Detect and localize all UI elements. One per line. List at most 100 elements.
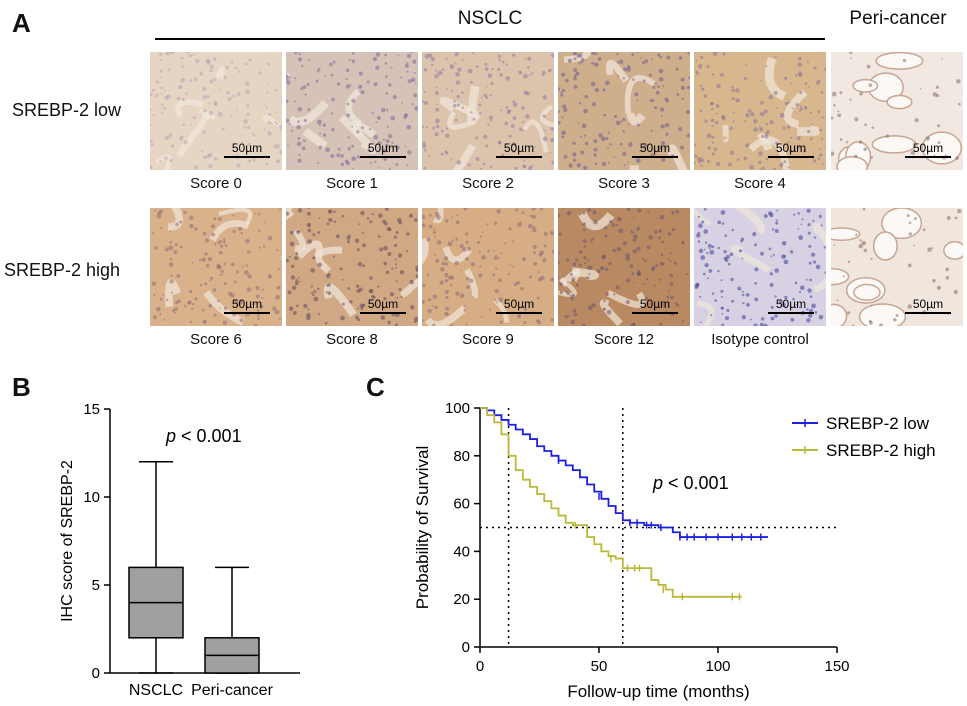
nucleus bbox=[654, 82, 658, 85]
nucleus bbox=[774, 268, 779, 273]
nucleus bbox=[456, 160, 462, 165]
nucleus bbox=[721, 295, 724, 298]
nucleus bbox=[597, 56, 602, 61]
stroma-band bbox=[812, 223, 826, 246]
nucleus bbox=[678, 127, 683, 132]
nucleus bbox=[378, 166, 380, 169]
nucleus bbox=[698, 160, 701, 164]
nucleus bbox=[497, 54, 501, 58]
nucleus bbox=[619, 142, 623, 146]
nucleus bbox=[842, 275, 845, 278]
nucleus bbox=[765, 64, 768, 68]
nucleus bbox=[236, 92, 241, 97]
nucleus bbox=[456, 103, 460, 107]
tissue-texture bbox=[422, 52, 554, 170]
nucleus bbox=[758, 151, 763, 156]
nucleus bbox=[394, 323, 399, 326]
nucleus bbox=[613, 156, 616, 158]
nucleus bbox=[706, 251, 709, 255]
nucleus bbox=[698, 223, 703, 229]
nucleus bbox=[847, 260, 851, 264]
nucleus bbox=[239, 318, 244, 323]
nucleus bbox=[290, 275, 296, 280]
nucleus bbox=[631, 52, 635, 56]
nucleus bbox=[433, 228, 436, 231]
nucleus bbox=[351, 52, 355, 55]
nucleus bbox=[341, 278, 344, 281]
nucleus bbox=[607, 146, 609, 149]
nucleus bbox=[243, 126, 246, 129]
nucleus bbox=[360, 307, 364, 311]
nucleus bbox=[579, 213, 581, 216]
nucleus bbox=[286, 76, 289, 82]
nucleus bbox=[504, 121, 509, 126]
nucleus bbox=[659, 261, 665, 267]
nucleus bbox=[711, 135, 715, 139]
nucleus bbox=[570, 272, 573, 276]
tile-caption: Isotype control bbox=[711, 331, 809, 348]
nucleus bbox=[535, 319, 540, 323]
nucleus bbox=[317, 67, 321, 72]
scale-bar-label: 50µm bbox=[503, 141, 535, 155]
nucleus bbox=[626, 208, 631, 212]
nucleus bbox=[156, 306, 161, 312]
nucleus bbox=[371, 213, 374, 216]
nucleus bbox=[384, 221, 388, 226]
nucleus bbox=[572, 293, 576, 297]
nucleus bbox=[760, 251, 764, 256]
nucleus bbox=[625, 253, 630, 258]
nucleus bbox=[159, 52, 163, 57]
nucleus bbox=[303, 303, 308, 309]
nucleus bbox=[817, 110, 821, 114]
stroma-band bbox=[167, 208, 183, 231]
nucleus bbox=[351, 98, 356, 103]
nucleus bbox=[396, 297, 398, 299]
nucleus bbox=[238, 299, 243, 304]
nucleus bbox=[286, 99, 289, 103]
nucleus bbox=[821, 116, 824, 119]
scale-bar: 50µm bbox=[768, 298, 814, 314]
nucleus bbox=[423, 91, 426, 94]
nucleus bbox=[583, 108, 588, 114]
nucleus bbox=[267, 274, 272, 279]
nucleus bbox=[652, 85, 656, 89]
nucleus bbox=[667, 232, 672, 236]
nucleus bbox=[519, 127, 523, 131]
nucleus bbox=[385, 92, 389, 95]
nucleus bbox=[831, 116, 834, 120]
nucleus bbox=[772, 168, 776, 170]
alveolus-space bbox=[831, 227, 861, 242]
nucleus bbox=[375, 52, 381, 57]
nucleus bbox=[487, 249, 490, 253]
nucleus bbox=[707, 146, 711, 150]
nucleus bbox=[437, 71, 442, 76]
nucleus bbox=[246, 250, 251, 254]
nucleus bbox=[178, 86, 182, 89]
nucleus bbox=[611, 223, 616, 228]
nucleus bbox=[783, 254, 786, 258]
nucleus bbox=[194, 227, 198, 231]
nucleus bbox=[457, 67, 462, 72]
nucleus bbox=[201, 257, 206, 262]
nucleus bbox=[760, 79, 763, 82]
nucleus bbox=[661, 240, 665, 243]
nucleus bbox=[220, 273, 223, 277]
nucleus bbox=[764, 134, 769, 139]
nucleus bbox=[811, 303, 816, 309]
nucleus bbox=[695, 70, 699, 74]
nucleus bbox=[369, 288, 374, 294]
nucleus bbox=[331, 97, 335, 102]
nucleus bbox=[731, 97, 735, 101]
x-category-label: NSCLC bbox=[129, 682, 183, 699]
nucleus bbox=[406, 250, 409, 253]
nucleus bbox=[715, 112, 718, 115]
nucleus bbox=[721, 222, 725, 225]
nucleus bbox=[318, 145, 323, 150]
nucleus bbox=[189, 289, 193, 294]
nucleus bbox=[262, 245, 266, 248]
nucleus bbox=[776, 209, 779, 212]
nucleus bbox=[567, 58, 573, 63]
scale-bar: 50µm bbox=[905, 298, 951, 314]
survival-curve-srebp-2-high bbox=[480, 407, 742, 598]
nucleus bbox=[485, 96, 489, 100]
